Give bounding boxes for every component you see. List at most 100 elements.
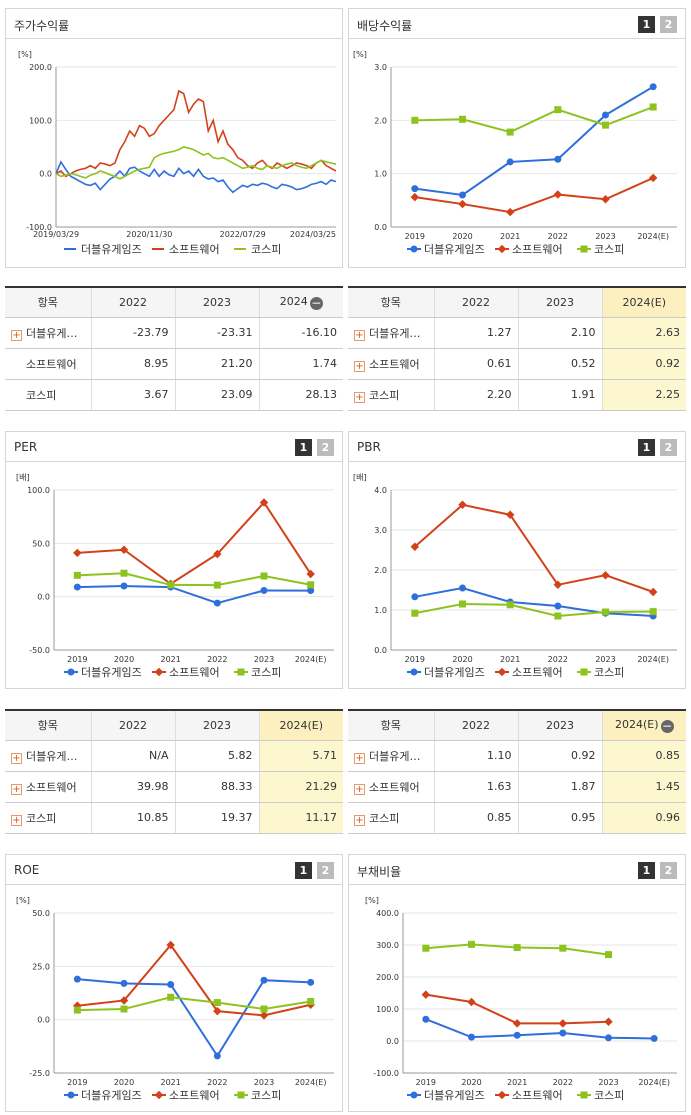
cell-value: 소프트웨어: [26, 357, 77, 371]
table-header-row: 항목 2022 2023 2024(E) −: [348, 710, 686, 741]
expand-plus-icon[interactable]: +: [11, 752, 22, 764]
column-header: 2023: [517, 710, 602, 741]
data-point: [468, 940, 475, 948]
page-2-button[interactable]: 2: [317, 862, 334, 879]
pbr-panel: PBR 1 2 [배] 4.0 3.0 2.0 1.0 0.0 2019 2020 2021 20…: [348, 431, 686, 689]
cell-value: 21.29: [305, 780, 338, 793]
table-cell: 5.82: [174, 740, 259, 772]
data-point: [120, 569, 128, 577]
legend-label: 소프트웨어: [512, 1089, 563, 1102]
cell-value: 1.10: [487, 749, 512, 762]
x-tick-label: 2020: [114, 1078, 134, 1087]
x-tick-label: 2019: [67, 1078, 87, 1087]
table-cell: 0.96: [601, 802, 686, 834]
row-label: + 코스피: [5, 802, 91, 834]
expand-plus-icon[interactable]: +: [11, 814, 22, 826]
pbr-table: 항목 2022 2023 2024(E) − + 더블유게… 1.10 0.92 0.85 + 소프트…: [348, 709, 686, 834]
legend-marker: [154, 1090, 164, 1100]
y-tick-label: 1.0: [374, 606, 387, 615]
page-1-button[interactable]: 1: [638, 16, 655, 33]
stock-return-panel: 주가수익률 [%] 200.0 100.0 0.0 -100.0 2019/03/29 20…: [5, 8, 343, 268]
expand-plus-icon[interactable]: +: [11, 783, 22, 795]
series-line: [77, 978, 311, 1058]
cell-value: 코스피: [369, 811, 400, 825]
cell-value: 1.74: [312, 357, 338, 370]
legend-marker: [67, 1091, 75, 1099]
expand-plus-icon[interactable]: +: [354, 783, 365, 795]
page-2-button[interactable]: 2: [660, 439, 677, 456]
collapse-icon[interactable]: −: [309, 295, 323, 310]
x-tick-label: 2019: [405, 232, 425, 241]
series-line: [77, 500, 312, 586]
expand-plus-icon[interactable]: +: [354, 391, 365, 403]
column-header-label: 2022: [462, 295, 490, 309]
data-point: [649, 608, 657, 616]
expand-plus-icon[interactable]: +: [354, 329, 365, 341]
data-point: [120, 979, 128, 987]
column-header-label: 2022: [462, 718, 490, 732]
table-cell: 8.95: [90, 348, 175, 380]
panel-title: 배당수익률: [357, 19, 413, 33]
cell-value: 21.20: [221, 357, 253, 370]
column-header-label: 항목: [37, 719, 58, 733]
data-point: [73, 975, 81, 983]
series-line: [77, 996, 311, 1012]
page-2-button[interactable]: 2: [660, 862, 677, 879]
column-header-label: 2023: [203, 295, 231, 309]
cell-value: 0.85: [487, 811, 512, 824]
data-point: [259, 498, 269, 507]
expand-plus-icon[interactable]: +: [11, 329, 22, 341]
page-2-button[interactable]: 2: [317, 439, 334, 456]
x-tick-label: 2019: [67, 655, 87, 664]
table-cell: 88.33: [174, 771, 259, 803]
page-1-button[interactable]: 1: [295, 439, 312, 456]
column-header: 항목: [5, 710, 91, 741]
expand-plus-icon[interactable]: +: [354, 360, 365, 372]
legend-label: 코스피: [251, 1089, 281, 1102]
page-1-button[interactable]: 1: [638, 862, 655, 879]
series-line: [77, 584, 311, 605]
legend-label: 소프트웨어: [169, 666, 220, 679]
table-cell: 3.67: [90, 379, 175, 411]
cell-value: 1.27: [487, 326, 512, 339]
roe-panel: ROE 1 2 [%] 50.0 25.0 0.0 -25.0 2019 2020 2021 2…: [5, 854, 343, 1112]
column-header-label: 2024(E): [279, 718, 324, 732]
row-label: + 코스피: [348, 379, 434, 411]
x-tick-label: 2019/03/29: [33, 230, 79, 239]
page-1-button[interactable]: 1: [295, 862, 312, 879]
page-2-button[interactable]: 2: [660, 16, 677, 33]
data-point: [602, 121, 609, 129]
data-point: [411, 116, 419, 124]
cell-value: 2.25: [655, 388, 681, 401]
table-cell: 39.98: [90, 771, 175, 803]
roe-chart: [%]50.0 25.0 0.0 -25.0 2019 2020 2021 2022 2023 2…: [16, 896, 334, 1102]
data-point: [167, 581, 175, 589]
column-header: 항목: [5, 287, 91, 318]
collapse-icon[interactable]: −: [660, 718, 674, 733]
data-point: [604, 1017, 613, 1027]
y-tick-label: 100.0: [27, 486, 50, 495]
data-point: [411, 185, 419, 193]
pbr-chart: [배] 4.0 3.0 2.0 1.0 0.0 2019 2020 2021 2022 2023 20…: [353, 473, 677, 679]
x-tick-label: 2020: [461, 1078, 481, 1087]
cell-value: 1.91: [571, 388, 596, 401]
expand-plus-icon[interactable]: +: [354, 814, 365, 826]
column-header-label: 2023: [203, 718, 231, 732]
column-header-label: 항목: [380, 719, 401, 733]
data-point: [213, 581, 221, 589]
series-line: [77, 572, 311, 587]
expand-plus-icon[interactable]: +: [354, 752, 365, 764]
column-header: 2022: [433, 287, 518, 318]
y-tick-label: 2.0: [374, 116, 387, 125]
table-header-row: 항목 2022 2023 2024(E): [348, 287, 686, 318]
y-tick-label: 50.0: [32, 909, 50, 918]
data-point: [601, 570, 610, 580]
panel-header: ROE 1 2: [6, 855, 342, 885]
page-1-button[interactable]: 1: [638, 439, 655, 456]
legend-label: 소프트웨어: [169, 243, 220, 256]
data-point: [512, 1019, 522, 1028]
table-cell: 1.10: [433, 740, 518, 772]
column-header: 2023: [174, 287, 259, 318]
y-tick-label: 0.0: [37, 593, 50, 602]
per-chart: [배] 100.0 50.0 0.0 -50.0 2019 2020 2021 2022 2023…: [16, 473, 334, 679]
